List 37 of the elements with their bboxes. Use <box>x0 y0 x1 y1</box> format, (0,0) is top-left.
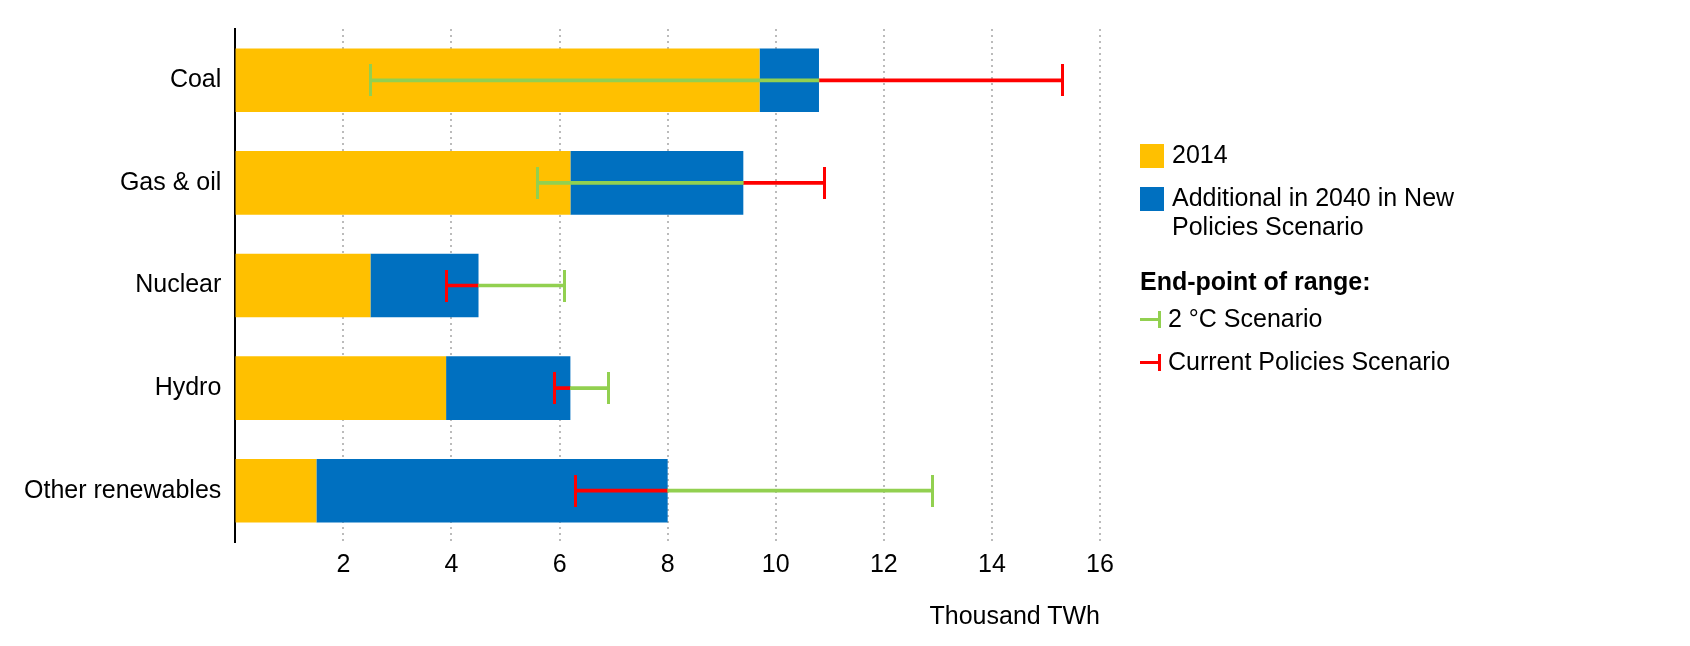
bar <box>742 181 825 185</box>
x-tick-label: 6 <box>552 548 567 577</box>
legend-label: Additional in 2040 in New Policies Scenario <box>1172 183 1456 241</box>
bar <box>235 48 760 113</box>
x-tick-label: 4 <box>444 548 459 577</box>
bar <box>235 356 447 420</box>
bar <box>235 458 317 523</box>
bar <box>575 488 668 493</box>
bar <box>570 151 744 215</box>
x-tick-label: 12 <box>869 548 898 577</box>
bar <box>553 386 571 390</box>
bar <box>370 253 479 318</box>
x-axis-title: Thousand TWh <box>929 600 1100 629</box>
x-tick-label: 8 <box>660 548 675 577</box>
y-tick-label: Other renewables <box>24 474 222 503</box>
x-tick-label: 16 <box>1086 548 1114 577</box>
bar <box>570 386 609 390</box>
legend-label: 2014 <box>1172 140 1228 169</box>
y-tick-label: Gas & oil <box>119 166 222 195</box>
x-tick-label: 14 <box>978 548 1006 577</box>
legend-title: End-point of range: <box>1140 267 1372 296</box>
y-tick-label: Nuclear <box>135 269 222 298</box>
y-tick-label: Hydro <box>154 371 222 400</box>
bar <box>446 356 571 420</box>
bar <box>537 181 744 185</box>
bar <box>667 488 933 493</box>
bar <box>316 458 668 523</box>
bar <box>818 78 1063 83</box>
bar <box>235 151 571 215</box>
legend-label: 2 °C Scenario <box>1168 304 1323 333</box>
y-tick-label: Coal <box>169 64 222 93</box>
x-tick-label: 10 <box>761 548 790 577</box>
bar <box>370 78 820 83</box>
bar <box>235 253 371 318</box>
x-tick-label: 2 <box>336 548 351 577</box>
bar <box>759 48 819 113</box>
legend-label: Current Policies Scenario <box>1168 347 1451 376</box>
